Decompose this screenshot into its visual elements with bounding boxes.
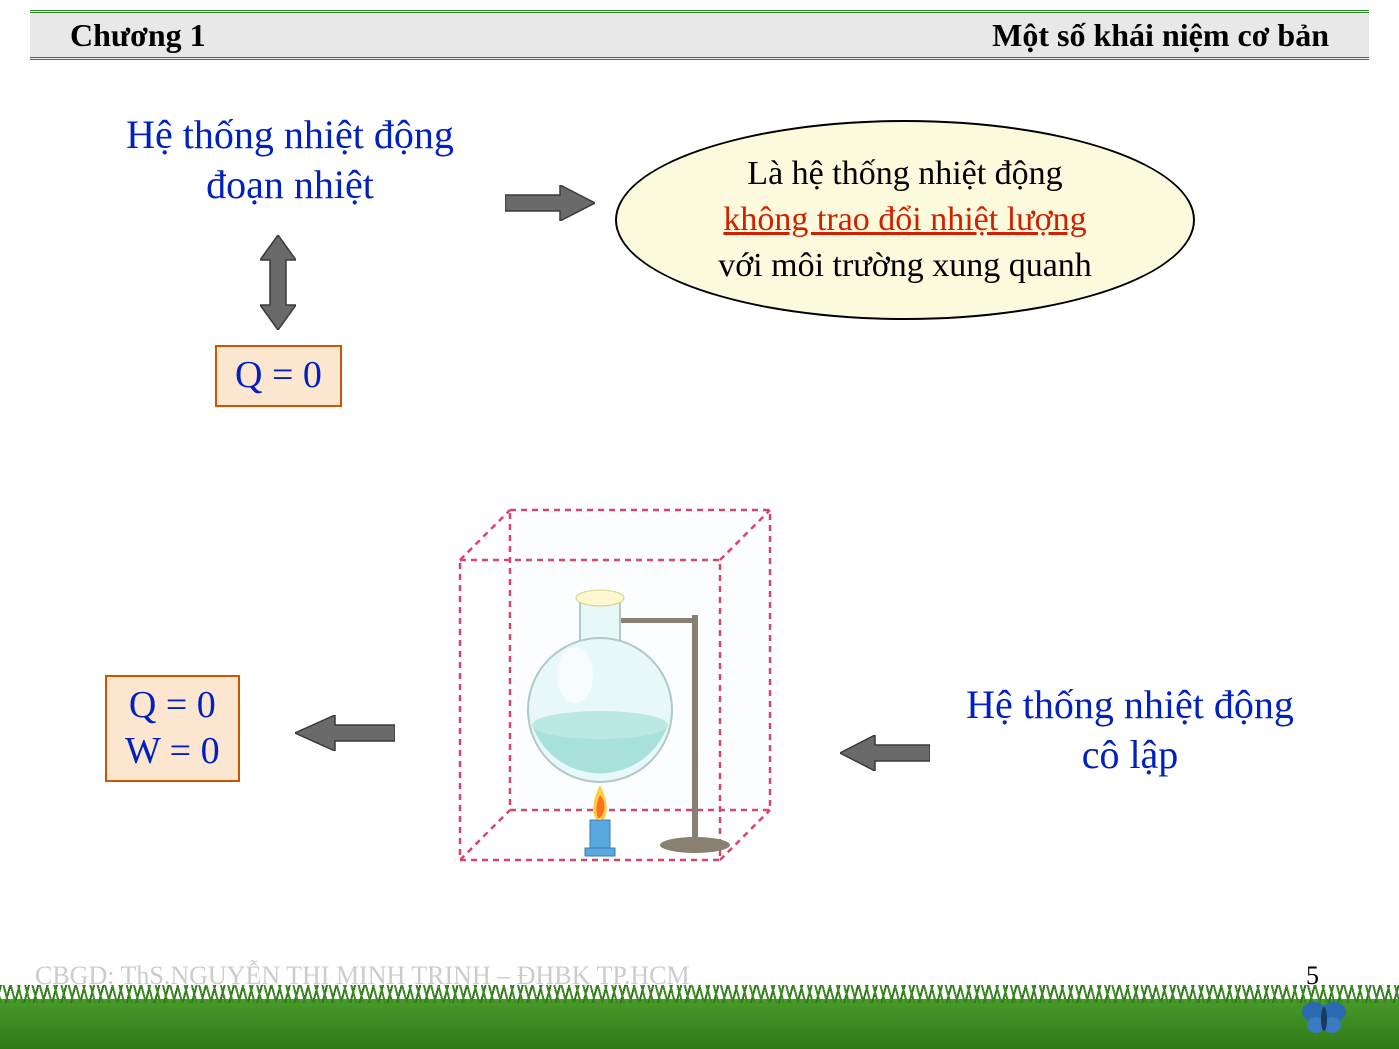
slide-header: Chương 1 Một số khái niệm cơ bản (30, 10, 1369, 60)
adiabatic-line1: Hệ thống nhiệt động (126, 112, 454, 157)
qw0-line1: Q = 0 (129, 683, 216, 729)
arrow-updown-icon (260, 235, 296, 330)
qw0-line2: W = 0 (125, 729, 220, 775)
isolated-line1: Hệ thống nhiệt động (966, 682, 1294, 727)
chapter-title: Một số khái niệm cơ bản (992, 17, 1329, 54)
adiabatic-line2: đoạn nhiệt (206, 162, 374, 207)
ellipse-line2: không trao đổi nhiệt lượng (723, 197, 1086, 243)
butterfly-icon (1299, 997, 1349, 1037)
arrow-right-icon (505, 185, 595, 221)
arrow-left-2-icon (840, 735, 930, 771)
formula-qw-zero: Q = 0 W = 0 (105, 675, 240, 782)
ellipse-line1: Là hệ thống nhiệt động (747, 151, 1062, 197)
isolated-system-diagram (420, 490, 820, 890)
arrow-left-1-icon (295, 715, 395, 751)
formula-q-zero: Q = 0 (215, 345, 342, 407)
ellipse-line3: với môi trường xung quanh (718, 243, 1092, 289)
definition-ellipse: Là hệ thống nhiệt động không trao đổi nh… (615, 120, 1195, 320)
adiabatic-title: Hệ thống nhiệt động đoạn nhiệt (80, 110, 500, 210)
q0-text: Q = 0 (235, 353, 322, 399)
isolated-line2: cô lập (1082, 732, 1179, 777)
isolated-title: Hệ thống nhiệt động cô lập (920, 680, 1340, 780)
chapter-label: Chương 1 (70, 17, 206, 54)
grass-decoration (0, 999, 1399, 1049)
